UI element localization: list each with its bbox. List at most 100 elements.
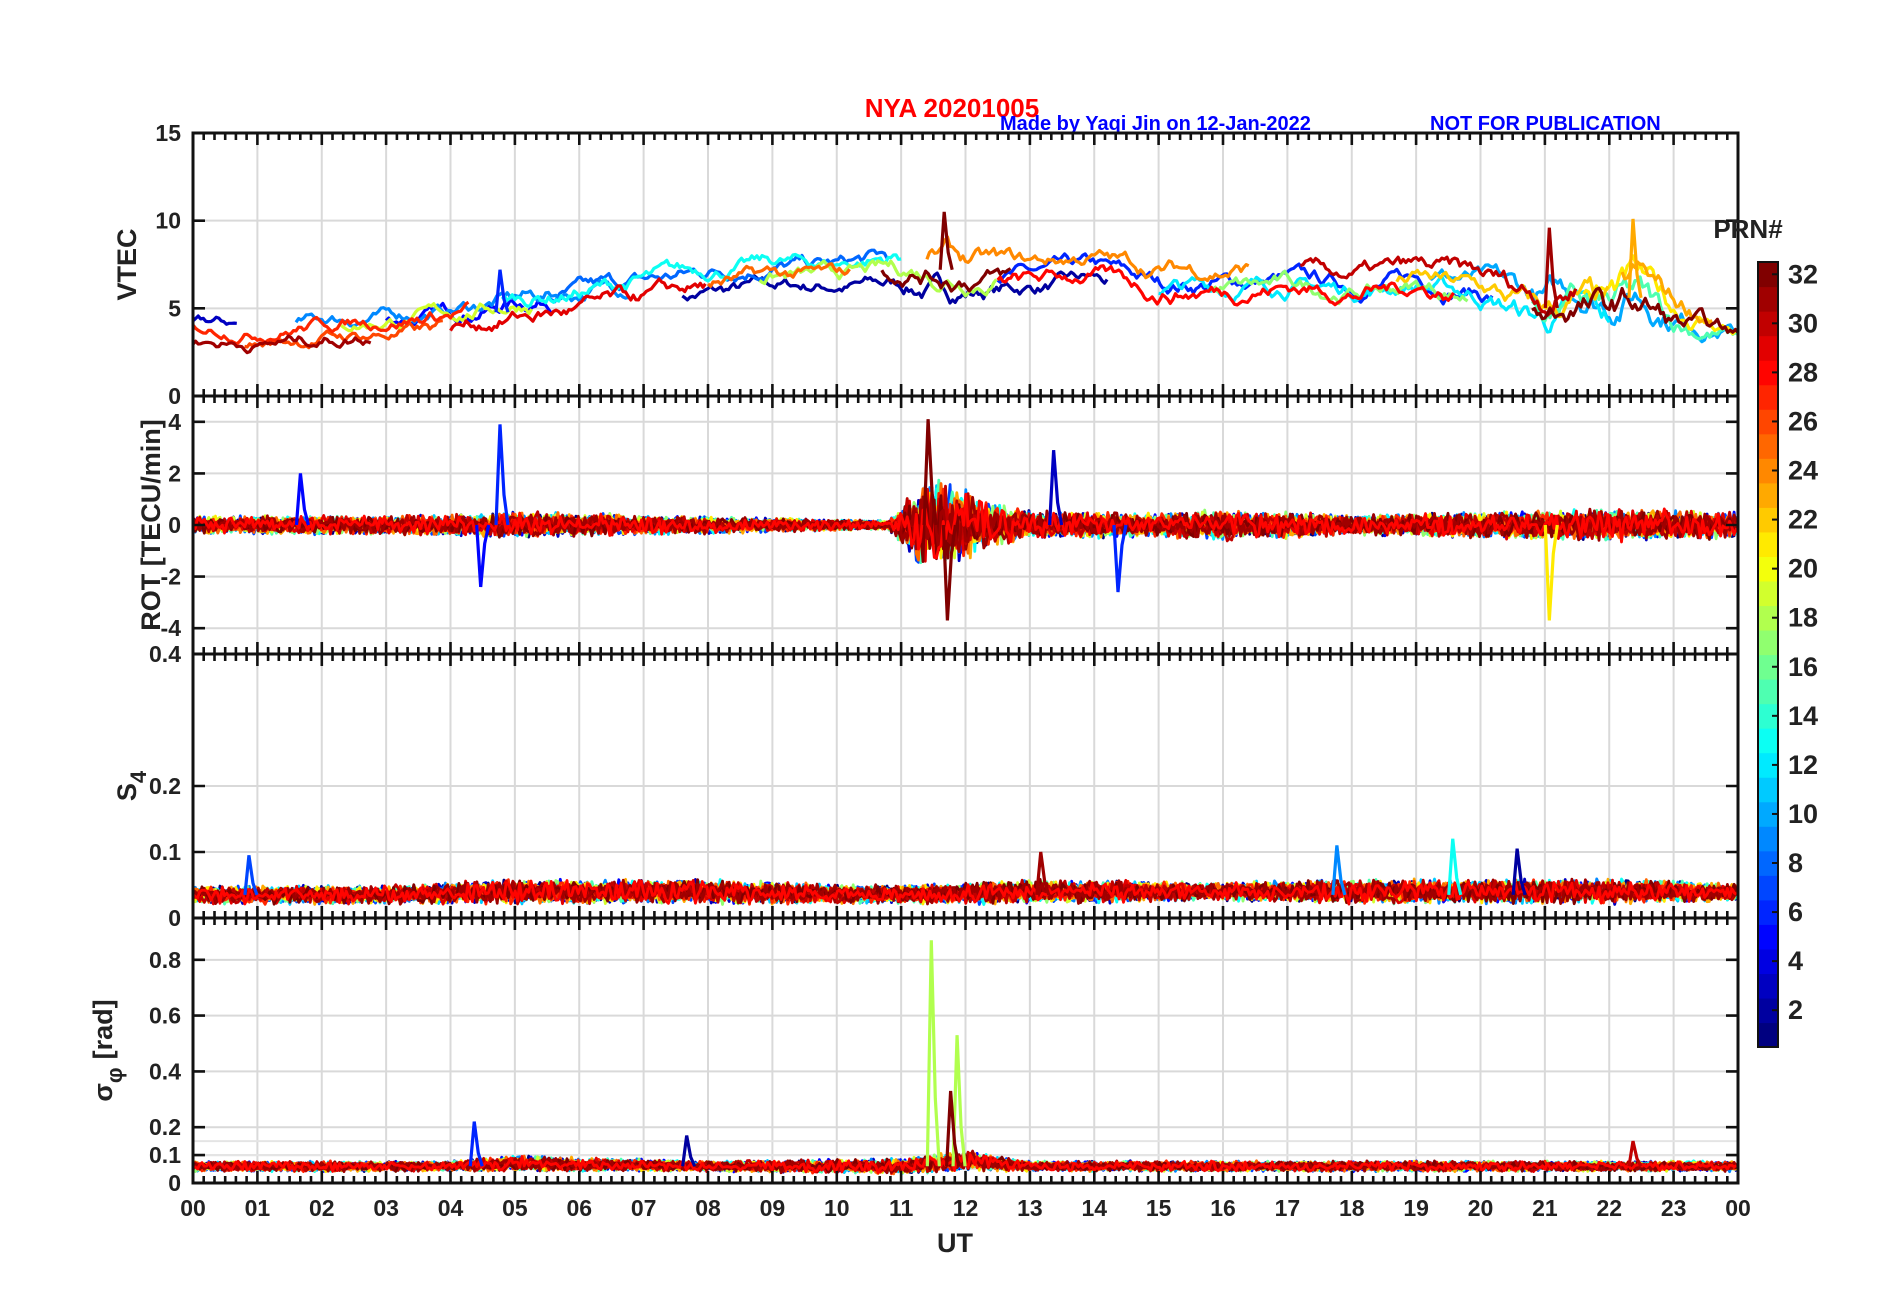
peak-spike — [1112, 524, 1128, 593]
vtec-trace-prn-32 — [880, 267, 1012, 293]
colorbar-cell-prn-29 — [1758, 335, 1778, 361]
x-tick-label: 15 — [1146, 1195, 1172, 1221]
colorbar-tick-label: 20 — [1788, 554, 1818, 584]
peak-spike — [922, 419, 938, 526]
colorbar-cell-prn-31 — [1758, 286, 1778, 312]
x-tick-label: 07 — [631, 1195, 657, 1221]
x-tick-label: 00 — [1725, 1195, 1751, 1221]
colorbar-tick-label: 32 — [1788, 259, 1818, 289]
colorbar-cell-prn-4 — [1758, 948, 1778, 975]
peak-spike — [945, 1090, 961, 1167]
peak-spike — [938, 211, 954, 271]
colorbar-tick-label: 28 — [1788, 357, 1818, 387]
y-axis-title: ROT [TECU/min] — [136, 419, 166, 630]
x-tick-label: 04 — [438, 1195, 464, 1221]
colorbar-tick-label: 22 — [1788, 505, 1818, 535]
y-tick-label: 0 — [168, 383, 181, 409]
colorbar-cell-prn-27 — [1758, 384, 1778, 410]
y-tick-label: 0.1 — [149, 839, 181, 865]
y-tick-label: -4 — [161, 615, 182, 641]
peak-spike — [294, 473, 310, 526]
axis-ticks — [191, 131, 1740, 398]
colorbar-cell-prn-22 — [1758, 507, 1778, 533]
colorbar-tick-label: 10 — [1788, 799, 1818, 829]
vtec-trace-prn-3 — [191, 314, 237, 326]
y-tick-label: -2 — [161, 564, 181, 590]
peak-spike — [494, 269, 510, 313]
colorbar-cell-prn-1 — [1758, 1022, 1778, 1048]
colorbar-cell-prn-14 — [1758, 703, 1778, 729]
colorbar-cell-prn-10 — [1758, 801, 1778, 827]
axis-ticks — [191, 652, 1740, 920]
vtec-trace-prn-9 — [294, 279, 629, 328]
x-tick-label: 03 — [373, 1195, 399, 1221]
colorbar-cell-prn-26 — [1758, 409, 1778, 435]
vtec-trace-prn-25 — [706, 262, 851, 288]
y-tick-label: 0.4 — [149, 641, 181, 667]
peak-spike — [941, 524, 957, 621]
peak-spike — [1048, 450, 1064, 526]
y-tick-label: 0.2 — [149, 1114, 181, 1140]
x-tick-label: 06 — [566, 1195, 592, 1221]
vtec-trace-prn-21 — [1582, 253, 1739, 336]
y-tick-label: 0.2 — [149, 773, 181, 799]
y-tick-label: 0 — [168, 512, 181, 538]
colorbar-tick-label: 6 — [1788, 897, 1803, 927]
colorbar-tick-label: 12 — [1788, 750, 1818, 780]
x-tick-label: 01 — [245, 1195, 271, 1221]
y-axis-title-unit: [rad] — [88, 999, 118, 1059]
y-tick-label: 4 — [168, 409, 181, 435]
x-tick-label: 17 — [1275, 1195, 1301, 1221]
y-tick-label: 0 — [168, 1170, 181, 1196]
y-tick-label: 0.8 — [149, 947, 181, 973]
y-tick-label: 2 — [168, 460, 181, 486]
peak-spike — [1035, 851, 1051, 896]
x-tick-label: 05 — [502, 1195, 528, 1221]
x-tick-label: 20 — [1468, 1195, 1494, 1221]
peak-spike — [1447, 838, 1463, 896]
x-tick-label: 02 — [309, 1195, 335, 1221]
colorbar-cell-prn-23 — [1758, 482, 1778, 508]
y-axis-title-main: σ — [88, 1083, 118, 1101]
colorbar-title: PRN# — [1713, 214, 1783, 244]
peak-spike — [1511, 848, 1527, 896]
x-tick-label: 19 — [1403, 1195, 1429, 1221]
colorbar-tick-label: 14 — [1788, 701, 1818, 731]
colorbar-tick-label: 18 — [1788, 603, 1818, 633]
y-axis-title-subscript: φ — [102, 1067, 127, 1083]
colorbar-tick-label: 26 — [1788, 406, 1818, 436]
y-axis-title: VTEC — [112, 228, 142, 300]
y-tick-label: 0.4 — [149, 1058, 181, 1084]
colorbar-cell-prn-28 — [1758, 360, 1778, 386]
credit-note: Made by Yaqi Jin on 12-Jan-2022 — [1000, 113, 1311, 135]
vtec-trace-prn-32 — [1531, 286, 1740, 334]
colorbar-cell-prn-12 — [1758, 752, 1778, 778]
vtec-trace-prn-29 — [449, 277, 707, 332]
colorbar-tick-label: 16 — [1788, 652, 1818, 682]
x-tick-label: 16 — [1210, 1195, 1236, 1221]
trace-prn-31 — [191, 491, 1738, 554]
peak-spike — [494, 424, 510, 526]
vtec-trace-prn-24 — [925, 235, 1250, 283]
y-axis-title-main: ROT [TECU/min] — [136, 419, 166, 630]
colorbar-cell-prn-32 — [1758, 262, 1778, 288]
x-tick-label: 21 — [1532, 1195, 1558, 1221]
x-tick-label: 12 — [953, 1195, 979, 1221]
axis-ticks — [191, 918, 1740, 1185]
trace-prn-28 — [191, 492, 1738, 560]
y-tick-label: 0 — [168, 905, 181, 931]
y-tick-label: 10 — [155, 208, 181, 234]
colorbar-cell-prn-15 — [1758, 679, 1778, 705]
peak-spike — [1627, 218, 1643, 299]
x-tick-label: 11 — [889, 1195, 914, 1221]
colorbar-cell-prn-30 — [1758, 311, 1778, 337]
colorbar-tick-label: 8 — [1788, 848, 1803, 878]
vtec-trace-prn-15 — [1530, 275, 1740, 341]
y-axis-title: σφ [rad] — [88, 999, 127, 1101]
trace-prn-28 — [192, 879, 1738, 906]
colorbar-cell-prn-9 — [1758, 826, 1778, 852]
colorbar-cell-prn-16 — [1758, 654, 1778, 680]
colorbar-cell-prn-18 — [1758, 605, 1778, 631]
